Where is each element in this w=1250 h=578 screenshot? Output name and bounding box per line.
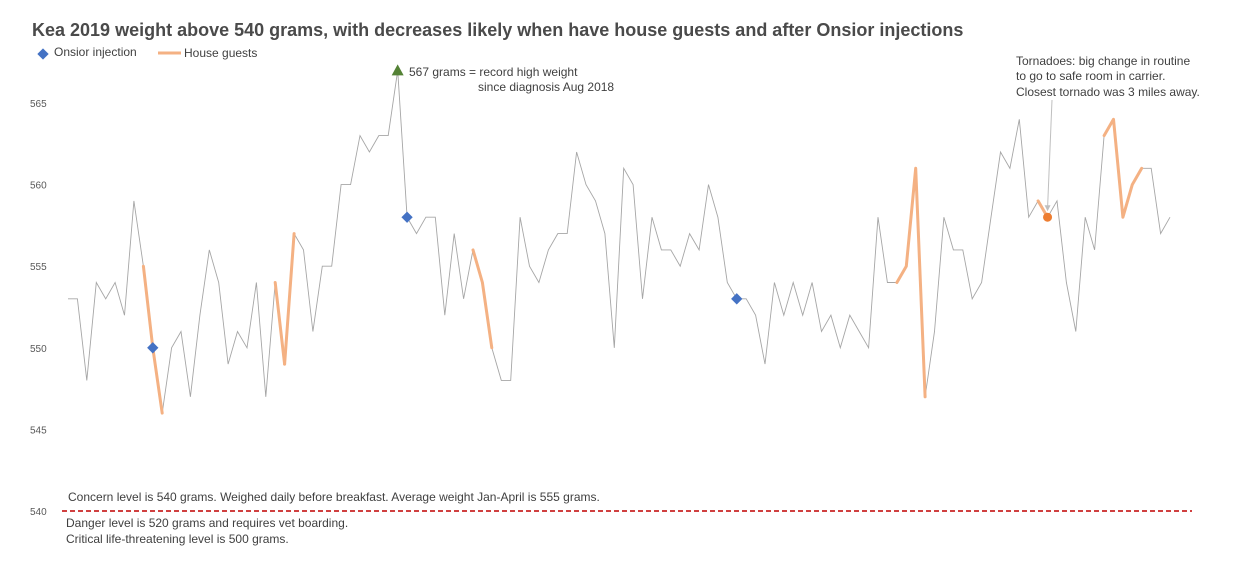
onsior-injection-marker (147, 342, 159, 354)
tornado-annotation-line2: to go to safe room in carrier. (1016, 69, 1166, 83)
record-annotation-line2: since diagnosis Aug 2018 (478, 80, 615, 94)
tornado-marker (1043, 212, 1053, 222)
onsior-injection-marker (401, 211, 413, 223)
legend-onsior-label: Onsior injection (54, 45, 137, 59)
tornado-annotation-line3: Closest tornado was 3 miles away. (1016, 85, 1200, 99)
onsior-injection-marker (731, 293, 743, 305)
y-tick-label: 555 (30, 262, 47, 273)
weight-series (68, 70, 1171, 414)
chart-title: Kea 2019 weight above 540 grams, with de… (32, 20, 964, 40)
y-tick-label: 560 (30, 181, 47, 192)
tornado-annotation-line1: Tornadoes: big change in routine (1016, 54, 1191, 68)
y-axis: 540 545 550 555 560 565 (30, 99, 47, 518)
tornado-arrow (1047, 99, 1053, 209)
record-annotation-line1: 567 grams = record high weight (409, 65, 578, 79)
danger-note: Danger level is 520 grams and requires v… (66, 516, 349, 530)
critical-note: Critical life-threatening level is 500 g… (66, 532, 289, 546)
concern-note: Concern level is 540 grams. Weighed dail… (68, 490, 600, 504)
record-high-marker (391, 64, 404, 76)
house-guest-segment (283, 232, 296, 366)
house-guest-segment (273, 281, 287, 366)
house-guest-segment (1102, 117, 1144, 219)
weight-series-line (68, 70, 1171, 414)
house-guest-segment (471, 248, 494, 350)
y-tick-label: 550 (30, 344, 47, 355)
house-guest-segment (895, 166, 927, 399)
y-tick-label: 540 (30, 507, 47, 518)
y-tick-label: 565 (30, 99, 47, 110)
house-guest-segment (141, 264, 164, 415)
y-tick-label: 545 (30, 425, 47, 436)
house-guest-segments (141, 117, 1144, 415)
event-markers (147, 64, 1053, 354)
legend-house-guests-label: House guests (184, 46, 258, 60)
legend-onsior-marker (37, 48, 49, 60)
